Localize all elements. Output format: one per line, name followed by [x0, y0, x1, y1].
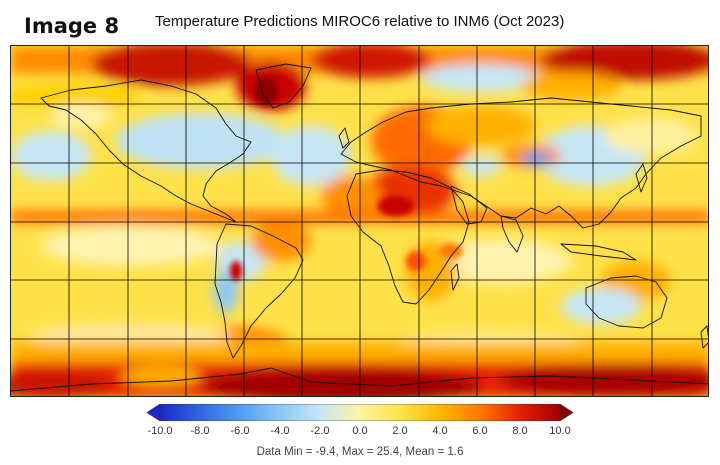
colorbar-tick-label: 2.0	[392, 425, 408, 437]
colorbar-tick-label: -8.0	[190, 425, 210, 437]
colorbar-tick-label: 8.0	[512, 425, 528, 437]
coastlines	[11, 63, 708, 392]
colorbar-tick-label: -6.0	[230, 425, 250, 437]
temperature-map	[10, 45, 709, 397]
colorbar-tick-label: -4.0	[270, 425, 290, 437]
colorbar-low-arrow	[147, 404, 161, 421]
colorbar-gradient	[159, 404, 561, 421]
graticule	[11, 46, 708, 396]
colorbar-tick-labels: -10.0 -8.0 -6.0 -4.0 -2.0 0.0 2.0 4.0 6.0 8.0 10.0	[0, 425, 720, 441]
colorbar-tick-label: 4.0	[432, 425, 448, 437]
colorbar-tick-label: -2.0	[310, 425, 330, 437]
colorbar-tick-label: 10.0	[549, 425, 571, 437]
colorbar-tick-label: 6.0	[472, 425, 488, 437]
map-title: Temperature Predictions MIROC6 relative …	[155, 13, 565, 30]
colorbar-high-arrow	[559, 404, 573, 421]
image-tag: Image 8	[24, 14, 120, 38]
colorbar-tick-label: 0.0	[352, 425, 368, 437]
colorbar-tick-label: -10.0	[147, 425, 173, 437]
colorbar	[147, 404, 573, 421]
data-stats: Data Min = -9.4, Max = 25.4, Mean = 1.6	[256, 446, 464, 458]
